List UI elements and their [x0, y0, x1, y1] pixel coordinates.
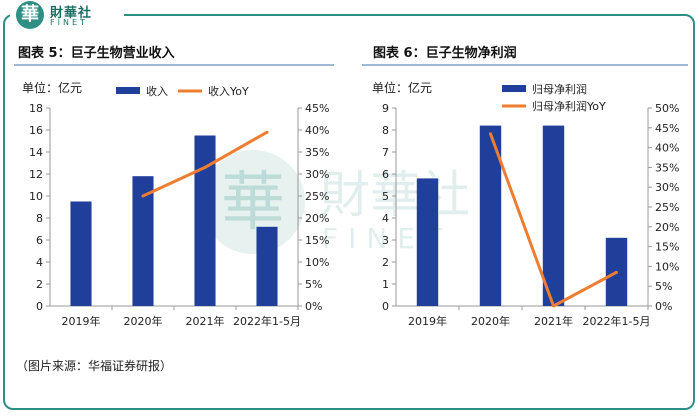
chart1-legend-label: 收入YoY: [208, 84, 249, 98]
chart2-left-tick-label: 5: [382, 190, 389, 203]
chart2-right-tick-label: 5%: [655, 280, 672, 293]
chart1-left-tick-label: 16: [29, 124, 43, 137]
chart2-yoy-point: [489, 132, 492, 136]
chart1-right-tick-label: 45%: [305, 102, 329, 115]
brand-logo: 華 財華社 FINET: [10, 0, 124, 30]
chart1-right-tick-label: 15%: [305, 234, 329, 247]
chart1-category-label: 2019年: [62, 314, 101, 328]
chart1-left-tick-label: 12: [29, 168, 43, 181]
chart1-left-tick-label: 0: [36, 300, 43, 313]
chart2-right-tick-label: 0%: [655, 300, 672, 313]
chart2-yoy-point: [552, 304, 555, 308]
chart2-legend-label: 归母净利润YoY: [532, 99, 606, 113]
chart2-left-tick-label: 8: [382, 124, 389, 137]
chart1-yoy-point: [265, 130, 269, 134]
chart1-bar: [256, 226, 278, 306]
brand-name: 財華社: [50, 6, 93, 21]
chart1-unit-label: 单位：亿元: [22, 80, 82, 95]
report-frame: [3, 14, 695, 410]
chart1-right-tick-label: 25%: [305, 190, 329, 203]
chart1-category-label: 2020年: [124, 314, 163, 328]
chart-2-title: 图表 6：巨子生物净利润: [373, 46, 517, 61]
chart1-yoy-point: [203, 165, 207, 169]
chart1-bar: [132, 176, 154, 306]
chart1-legend-bar-swatch: [116, 87, 140, 94]
chart2-left-tick-label: 6: [382, 168, 389, 181]
chart2-left-tick-label: 9: [382, 102, 389, 115]
chart1-category-label: 2021年: [186, 314, 225, 328]
chart-1-title-rule: [14, 64, 334, 66]
chart2-right-tick-label: 40%: [655, 142, 679, 155]
brand-name-en: FINET: [50, 18, 88, 27]
chart2-left-tick-label: 3: [382, 234, 389, 247]
chart1-right-tick-label: 30%: [305, 168, 329, 181]
chart2-category-label: 2022年1-5月: [583, 314, 651, 328]
chart1-right-tick-label: 5%: [305, 278, 322, 291]
chart2-right-tick-label: 15%: [655, 241, 679, 254]
chart2-right-tick-label: 45%: [655, 122, 679, 135]
chart1-left-tick-label: 14: [29, 146, 43, 159]
source-note: （图片来源：华福证券研报）: [16, 359, 173, 373]
chart2-right-tick-label: 35%: [655, 161, 679, 174]
chart-2-title-rule: [362, 64, 688, 66]
chart-net-profit: 0 1 2 3 4 5 6 7 8 9 0% 5% 10% 15% 20% 25% 30% 35% 40% 45% 50…: [372, 80, 679, 328]
chart2-left-tick-label: 0: [382, 300, 389, 313]
chart2-left-tick-label: 1: [382, 278, 389, 291]
chart2-unit-label: 单位：亿元: [372, 80, 432, 95]
chart1-bar: [70, 201, 92, 306]
chart1-left-tick-label: 2: [36, 278, 43, 291]
chart2-legend-label: 归母净利润: [532, 82, 587, 96]
chart1-right-tick-label: 10%: [305, 256, 329, 269]
chart1-yoy-point: [141, 194, 145, 198]
chart2-left-tick-label: 7: [382, 146, 389, 159]
chart2-legend-bar-swatch: [502, 85, 526, 92]
chart1-right-tick-label: 35%: [305, 146, 329, 159]
chart-revenue: 0 2 4 6 8 10 12 14 16 18 0% 5% 10% 15% 20% 25% 30% 35% 40%…: [22, 80, 329, 328]
chart1-left-tick-label: 4: [36, 256, 43, 269]
chart2-category-label: 2019年: [408, 314, 447, 328]
chart1-category-label: 2022年1-5月: [233, 314, 301, 328]
chart2-right-tick-label: 30%: [655, 181, 679, 194]
chart2-right-tick-label: 20%: [655, 221, 679, 234]
chart1-left-tick-label: 6: [36, 234, 43, 247]
chart1-left-tick-label: 18: [29, 102, 43, 115]
chart1-bar: [194, 135, 216, 306]
brand-seal-icon: 華: [16, 1, 44, 29]
chart1-left-tick-label: 10: [29, 190, 43, 203]
chart2-right-tick-label: 50%: [655, 102, 679, 115]
chart1-right-tick-label: 40%: [305, 124, 329, 137]
chart2-left-tick-label: 2: [382, 256, 389, 269]
chart2-bar: [416, 178, 439, 306]
chart2-left-tick-label: 4: [382, 212, 389, 225]
chart2-right-tick-label: 25%: [655, 201, 679, 214]
chart1-right-tick-label: 20%: [305, 212, 329, 225]
chart1-legend-label: 收入: [146, 84, 168, 98]
chart2-bar: [542, 125, 565, 306]
chart2-yoy-point: [615, 270, 618, 274]
chart2-bar: [479, 125, 502, 306]
chart1-left-tick-label: 8: [36, 212, 43, 225]
chart-1-title: 图表 5：巨子生物营业收入: [18, 46, 175, 61]
chart2-category-label: 2021年: [534, 314, 573, 328]
chart2-right-tick-label: 10%: [655, 260, 679, 273]
chart1-right-tick-label: 0%: [305, 300, 322, 313]
chart2-category-label: 2020年: [471, 314, 510, 328]
